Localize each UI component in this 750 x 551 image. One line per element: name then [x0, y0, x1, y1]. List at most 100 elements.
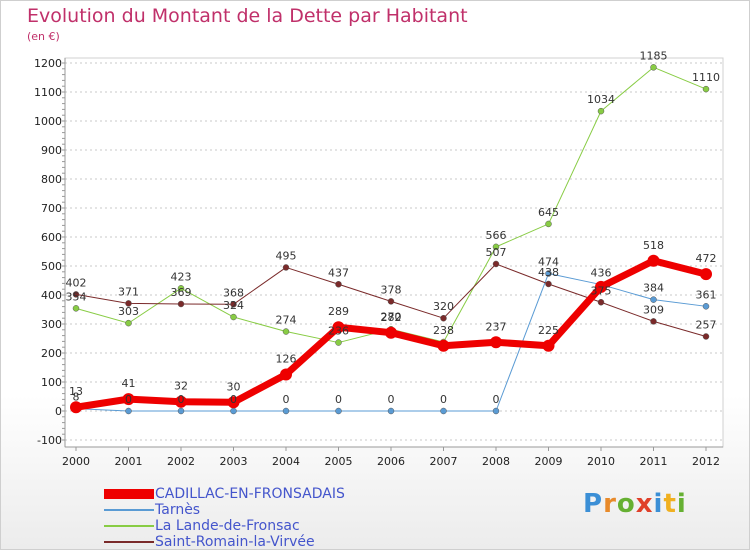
data-label: 368 — [223, 286, 244, 299]
data-label: 1185 — [640, 49, 668, 62]
x-tick-label: 2001 — [115, 455, 143, 468]
data-label: 402 — [66, 276, 87, 289]
data-point — [650, 296, 657, 303]
y-tick-label: 700 — [41, 202, 62, 215]
data-label: 1110 — [692, 71, 720, 84]
x-tick-label: 2004 — [272, 455, 300, 468]
x-tick-label: 2003 — [220, 455, 248, 468]
data-label: 237 — [486, 320, 507, 333]
data-label: 270 — [381, 311, 402, 324]
y-tick-label: 800 — [41, 173, 62, 186]
data-label: 518 — [643, 239, 664, 252]
data-label: 289 — [328, 305, 349, 318]
data-label: 384 — [643, 282, 664, 295]
data-label: 361 — [696, 288, 717, 301]
data-point — [230, 407, 237, 415]
data-label: 438 — [538, 266, 559, 279]
y-tick-label: 400 — [41, 289, 62, 302]
data-label: 225 — [538, 324, 559, 337]
data-point — [702, 85, 710, 93]
logo-letter: r — [603, 489, 617, 519]
x-tick-label: 2000 — [62, 455, 90, 468]
data-point — [177, 407, 185, 415]
plot-area — [64, 57, 724, 448]
data-point — [282, 328, 290, 335]
legend-swatch — [104, 541, 154, 543]
data-label: 0 — [388, 393, 395, 406]
logo-letter: i — [653, 489, 664, 519]
logo-letter: P — [583, 489, 604, 519]
data-label: 30 — [227, 380, 241, 393]
y-tick-label: 1200 — [34, 57, 62, 70]
proxiti-logo: Proxiti — [583, 489, 687, 519]
chart-title: Evolution du Montant de la Dette par Hab… — [27, 5, 468, 27]
x-tick-label: 2012 — [692, 455, 720, 468]
data-point — [230, 313, 237, 321]
data-label: 0 — [440, 393, 447, 406]
y-tick-label: 300 — [41, 318, 62, 331]
data-point — [332, 321, 345, 334]
y-tick-label: 1000 — [34, 115, 62, 128]
data-point — [122, 393, 135, 406]
data-label: 566 — [486, 229, 507, 242]
data-label: 371 — [118, 285, 139, 298]
y-tick-label: 1100 — [34, 86, 62, 99]
x-tick-label: 2005 — [325, 455, 353, 468]
data-label: 354 — [66, 290, 87, 303]
data-label: 41 — [122, 377, 136, 390]
data-point — [335, 339, 342, 346]
x-tick-label: 2009 — [535, 455, 563, 468]
data-point — [702, 303, 710, 310]
data-label: 472 — [696, 252, 717, 265]
data-point — [72, 305, 80, 312]
legend-label: CADILLAC-EN-FRONSADAIS — [155, 486, 345, 502]
legend-swatch — [104, 509, 154, 511]
x-tick-label: 2008 — [482, 455, 510, 468]
data-label: 0 — [125, 393, 132, 406]
data-label: 375 — [591, 284, 612, 297]
data-point — [70, 401, 82, 414]
data-point — [282, 407, 290, 415]
x-tick-label: 2006 — [377, 455, 405, 468]
data-point — [492, 243, 500, 251]
legend-swatch — [104, 525, 154, 527]
data-label: 324 — [223, 299, 244, 312]
x-tick-label: 2002 — [167, 455, 195, 468]
data-point — [177, 300, 185, 308]
logo-letter: i — [676, 489, 687, 519]
data-label: 0 — [335, 393, 342, 406]
data-label: 238 — [433, 324, 454, 337]
data-point — [387, 298, 395, 305]
data-label: 320 — [433, 300, 454, 313]
data-point — [647, 254, 660, 267]
data-label: 495 — [276, 249, 297, 262]
data-point — [387, 407, 395, 415]
data-point — [545, 280, 552, 288]
data-label: 423 — [171, 270, 192, 283]
data-label: 274 — [276, 314, 297, 327]
data-label: 507 — [486, 246, 507, 259]
data-label: 1034 — [587, 93, 615, 106]
x-tick-label: 2011 — [640, 455, 668, 468]
y-tick-label: 900 — [41, 144, 62, 157]
data-label: 236 — [328, 325, 349, 338]
data-label: 0 — [178, 393, 185, 406]
data-point — [597, 107, 605, 115]
data-point — [437, 339, 450, 352]
x-tick-label: 2010 — [587, 455, 615, 468]
data-label: 13 — [69, 385, 83, 398]
data-label: 369 — [171, 286, 192, 299]
data-label: 303 — [118, 305, 139, 318]
y-tick-label: 100 — [41, 376, 62, 389]
data-point — [440, 314, 447, 322]
data-label: 126 — [276, 352, 297, 365]
y-tick-label: 600 — [41, 231, 62, 244]
data-point — [650, 64, 657, 71]
data-point — [282, 264, 290, 271]
data-point — [175, 395, 187, 408]
data-label: 437 — [328, 266, 349, 279]
logo-letter: o — [616, 489, 636, 519]
data-point — [650, 318, 657, 325]
data-label: 0 — [230, 393, 237, 406]
